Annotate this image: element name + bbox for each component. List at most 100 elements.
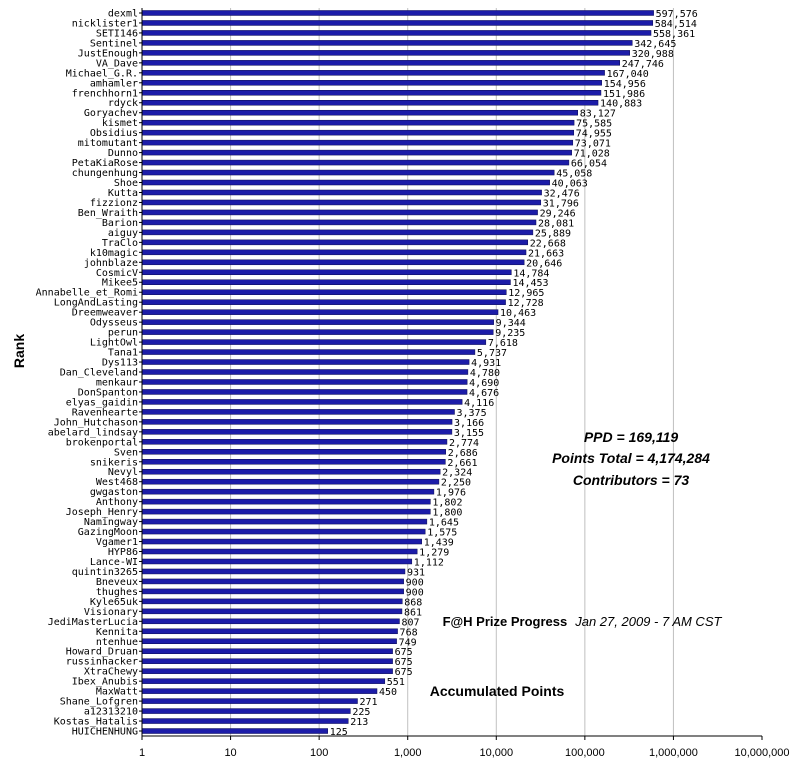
category-label: Shoe [114,178,138,189]
bar [141,518,428,525]
category-label: LightOwl [90,338,138,349]
category-label: MaxWatt [96,687,138,698]
bar [141,329,494,335]
bar [141,20,654,26]
bar [141,179,550,186]
bar [141,249,527,256]
x-tick-label: 10 [224,747,236,759]
value-label: 20,646 [526,258,562,269]
category-label: Howard_Druan [66,647,138,658]
value-label: 31,796 [543,198,579,209]
value-label: 3,155 [454,428,484,439]
category-label: TraClo [102,238,138,249]
category-label: johnblaze [84,258,138,269]
category-label: JediMasterLucia [48,617,138,628]
value-label: 931 [407,567,425,578]
bar [141,399,463,405]
value-label: 25,889 [535,228,571,239]
x-axis-title: Accumulated Points [430,683,565,699]
category-label: Kutta [108,188,138,199]
value-label: 75,585 [576,119,612,130]
bar [141,728,328,734]
category-label: SETI146 [96,28,138,39]
value-label: 74,955 [576,129,612,140]
x-tick-label: 10,000,000 [734,747,789,759]
category-label: XtraChewy [84,667,138,678]
x-tick-label: 100 [310,747,328,759]
category-label: gwgaston [90,487,138,498]
category-label: Dan_Cleveland [60,368,138,379]
category-label: russinhacker [66,657,138,668]
value-label: 4,676 [469,388,499,399]
bar [141,129,575,136]
bar [141,538,422,545]
value-label: 271 [359,697,377,708]
bar [141,508,431,515]
value-label: 861 [404,607,422,618]
value-label: 167,040 [607,69,649,80]
value-label: 2,661 [447,458,477,469]
category-label: Shane_Lofgren [60,697,138,708]
value-label: 5,737 [477,348,507,359]
bar [141,369,469,375]
progress-title: F@H Prize Progress [443,614,568,629]
bar [141,189,542,196]
value-label: 900 [406,577,424,588]
bar [141,459,446,465]
bar [141,139,574,146]
category-label: Michael_G.R. [66,68,138,79]
value-label: 10,463 [500,308,536,319]
category-label: Ben_Wraith [78,208,138,219]
bar [141,279,511,285]
category-label: Joseph_Henry [66,507,138,518]
category-label: thughes [96,587,138,598]
category-label: a12313210 [84,707,138,718]
value-label: 45,058 [556,169,592,180]
category-label: quintin3265 [72,567,138,578]
category-label: Anthony [96,497,138,508]
category-label: DonSpanton [78,387,138,398]
x-tick-label: 1,000,000 [649,747,698,759]
bar [141,658,393,664]
bar [141,389,468,395]
bar [141,349,476,355]
bar [141,468,441,475]
value-label: 1,575 [427,528,457,539]
category-label: menkaur [96,377,138,388]
category-label: HUICHENHUNG [72,727,138,738]
value-label: 125 [330,727,348,738]
category-label: Kennita [96,627,138,638]
value-label: 154,956 [604,79,646,90]
category-label: nicklister1 [72,18,138,29]
bar [141,379,468,385]
value-label: 597,576 [656,9,698,20]
value-label: 675 [395,667,413,678]
category-label: Sven [114,447,138,458]
category-label: frenchhorn1 [72,88,138,99]
y-axis-title: Rank [11,334,27,368]
bar [141,289,507,295]
category-label: Barion [102,218,138,229]
value-label: 4,116 [464,398,494,409]
category-label: Obsidius [90,128,138,139]
category-label: kismet [102,118,138,129]
bar [141,439,448,445]
value-label: 14,453 [512,278,548,289]
category-label: LongAndLasting [54,298,138,309]
bar [141,229,534,236]
bar [141,90,602,96]
category-label: Dunno [108,148,138,159]
category-label: John_Hutchason [54,417,138,428]
bar [141,239,529,246]
category-label: Goryachev [84,108,138,119]
bar [141,558,413,565]
category-label: Ravenhearte [72,407,138,418]
bar [141,50,630,56]
plot-frame [141,8,762,737]
category-label: Mikee5 [102,278,138,289]
category-label: rdyck [108,98,138,109]
value-label: 3,166 [454,418,484,429]
bar [141,219,537,226]
contributors-annotation: Contributors = 73 [573,472,690,488]
